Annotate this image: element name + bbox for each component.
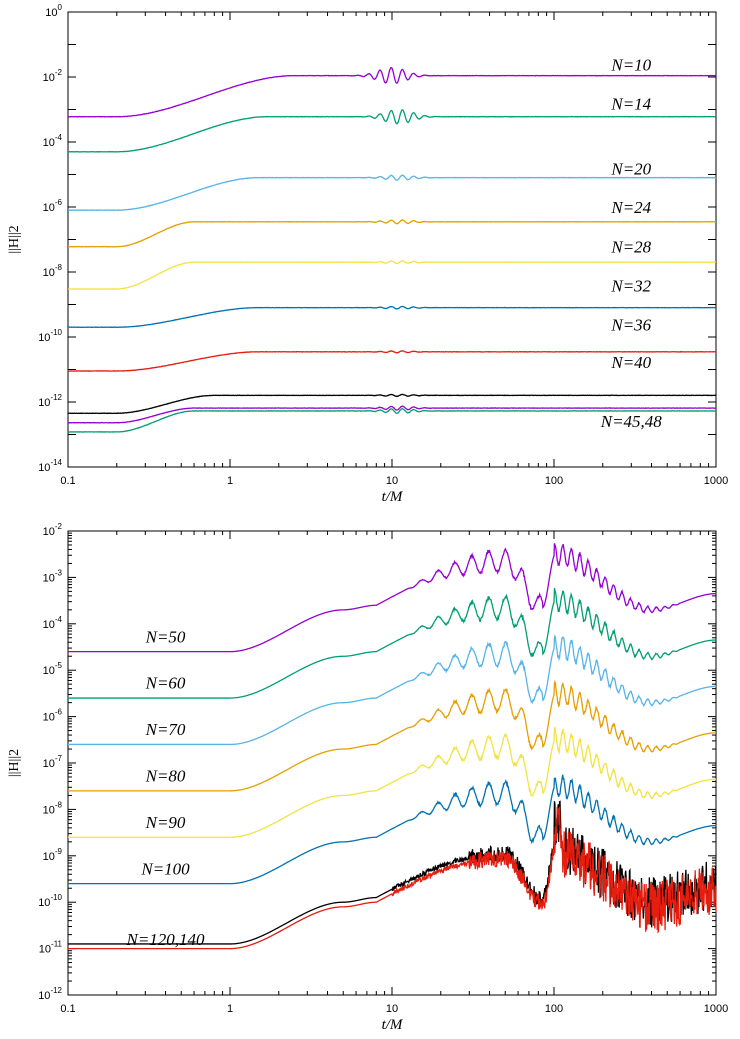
top-y-tick-label: 10-2 — [43, 68, 63, 84]
top-x-axis-title: t/M — [382, 489, 404, 505]
bottom-series-n60 — [68, 587, 716, 699]
bottom-x-tick-label: 100 — [545, 1003, 563, 1015]
bottom-series-n140 — [68, 806, 717, 950]
bottom-series-n100 — [68, 774, 716, 885]
top-series-label: N=20 — [610, 160, 651, 179]
bottom-x-tick-label: 1 — [227, 1003, 233, 1015]
bottom-y-tick-label: 10-6 — [43, 708, 63, 724]
bottom-series-n50 — [68, 543, 716, 653]
top-panel: 0.1 1 10 100 1000 100 10-2 10-4 10-6 10-8 10-10 10-… — [7, 3, 728, 505]
top-series-label: N=24 — [610, 198, 651, 217]
top-series-n36 — [67, 349, 717, 372]
top-y-tick-label: 10-14 — [38, 458, 62, 474]
top-series-label: N=28 — [610, 237, 651, 256]
top-x-tick-label: 0.1 — [60, 475, 75, 487]
top-series-n40 — [67, 393, 717, 415]
bottom-x-tick-label: 1000 — [704, 1003, 728, 1015]
bottom-panel: 0.1 1 10 100 1000 10-2 10-3 10-4 10-5 10-6 10-7 10-… — [7, 522, 728, 1033]
top-x-tick-label: 100 — [545, 475, 563, 487]
bottom-y-tick-label: 10-7 — [43, 754, 63, 770]
top-series-n24 — [67, 219, 717, 248]
top-y-axis-title: ||H||2 — [7, 225, 22, 253]
top-series-label: N=36 — [610, 315, 651, 334]
top-y-tick-label: 10-6 — [43, 198, 63, 214]
bottom-y-tick-label: 10-8 — [43, 800, 63, 816]
bottom-series-label: N=70 — [145, 720, 186, 739]
bottom-y-tick-label: 10-12 — [38, 986, 62, 1002]
top-series-label: N=32 — [610, 277, 651, 296]
bottom-y-tick-label: 10-9 — [43, 847, 63, 863]
top-y-tick-label: 10-10 — [38, 328, 62, 344]
top-series-n45 — [67, 405, 717, 424]
bottom-y-tick-label: 10-10 — [38, 893, 62, 909]
top-x-tick-label: 10 — [386, 475, 398, 487]
bottom-y-tick-label: 10-11 — [39, 940, 63, 956]
bottom-series-label: N=100 — [140, 859, 190, 878]
bottom-series-label: N=90 — [145, 813, 186, 832]
top-series-n14 — [67, 109, 717, 153]
bottom-x-tick-label: 0.1 — [60, 1003, 75, 1015]
bottom-y-tick-label: 10-4 — [43, 615, 63, 631]
top-y-tick-label: 10-12 — [38, 393, 62, 409]
top-series-label: N=40 — [610, 353, 651, 372]
top-series-n28 — [67, 260, 717, 290]
top-x-tick-label: 1000 — [704, 475, 728, 487]
bottom-plot-frame — [67, 530, 717, 996]
bottom-y-axis-title: ||H||2 — [7, 749, 22, 777]
top-series-n32 — [67, 305, 717, 329]
bottom-series-label: N=60 — [145, 674, 186, 693]
top-series-label: N=10 — [610, 55, 651, 74]
top-series-n10 — [67, 66, 717, 118]
bottom-series-label: N=50 — [145, 627, 186, 646]
top-x-tick-label: 1 — [227, 475, 233, 487]
bottom-y-tick-label: 10-3 — [43, 568, 63, 584]
top-series-label: N=45,48 — [600, 412, 663, 431]
top-series-n20 — [67, 174, 717, 212]
bottom-series-n90 — [68, 725, 716, 838]
bottom-x-axis-title: t/M — [382, 1017, 404, 1033]
bottom-y-tick-label: 10-5 — [43, 661, 63, 677]
bottom-series-label: N=80 — [145, 766, 186, 785]
top-y-tick-label: 100 — [45, 3, 62, 19]
top-series-label: N=14 — [610, 95, 651, 114]
top-y-tick-label: 10-4 — [43, 133, 63, 149]
bottom-series-n70 — [68, 633, 716, 746]
bottom-series-n120 — [68, 800, 717, 945]
bottom-series-label: N=120,140 — [126, 930, 206, 949]
bottom-series-n80 — [68, 680, 716, 792]
top-y-tick-label: 10-8 — [43, 263, 63, 279]
top-series-n48 — [67, 407, 717, 433]
bottom-y-tick-label: 10-2 — [43, 522, 63, 538]
bottom-x-tick-label: 10 — [386, 1003, 398, 1015]
